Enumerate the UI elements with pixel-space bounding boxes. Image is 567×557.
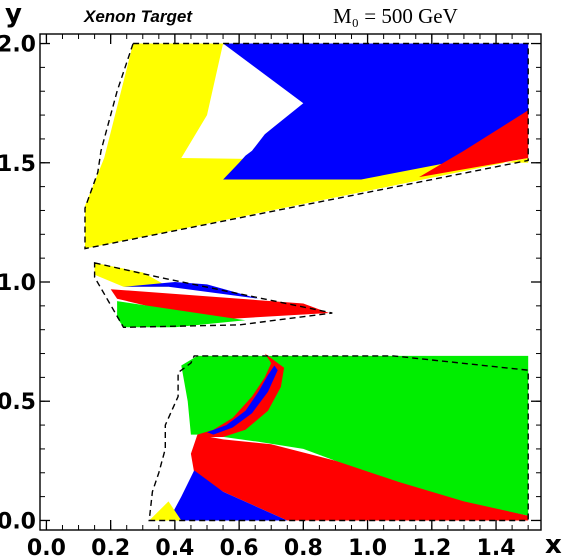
x-axis-label: x [545, 530, 562, 557]
y-tick-label: 1.5 [0, 152, 36, 177]
x-tick-label: 0.6 [220, 536, 259, 557]
region-middle-blue [123, 282, 259, 299]
y-tick-label: 0.0 [0, 509, 36, 534]
lower-boundary [148, 355, 529, 522]
tick-labels: 0.0 0.2 0.4 0.6 0.8 1.0 1.2 1.4 0.0 0.5 1.0 1.5 2.0 [0, 33, 516, 557]
region-upper-yellow [85, 43, 529, 249]
y-tick-label: 0.5 [0, 390, 36, 415]
region-lower-blue [168, 470, 288, 521]
region-lower-yellow [149, 501, 182, 521]
upper-boundary [84, 42, 529, 250]
chart-title: Xenon Target [83, 7, 193, 26]
x-tick-label: 1.2 [412, 536, 451, 557]
region-middle-green [117, 301, 246, 328]
x-tick-label: 0.2 [91, 536, 130, 557]
x-tick-label: 0.4 [155, 536, 194, 557]
tick-marks [40, 34, 541, 530]
mass-annotation: M₀ = 500 GeV [333, 4, 458, 28]
x-tick-label: 0.0 [27, 536, 66, 557]
region-arc-blue [207, 365, 278, 435]
region-upper-red [419, 110, 529, 178]
region-middle-red [110, 289, 329, 321]
region-lower-red [190, 434, 529, 521]
y-tick-label: 1.0 [0, 271, 36, 296]
region-middle-yellow [94, 262, 169, 287]
x-tick-label: 1.4 [477, 536, 516, 557]
boundaries-layer [84, 42, 529, 522]
x-tick-label: 1.0 [348, 536, 387, 557]
x-tick-label: 0.8 [284, 536, 323, 557]
region-upper-blue [223, 43, 529, 180]
middle-boundary [93, 262, 333, 329]
y-axis-label: y [5, 0, 22, 29]
y-tick-label: 2.0 [0, 33, 36, 58]
regions-layer [85, 43, 529, 521]
